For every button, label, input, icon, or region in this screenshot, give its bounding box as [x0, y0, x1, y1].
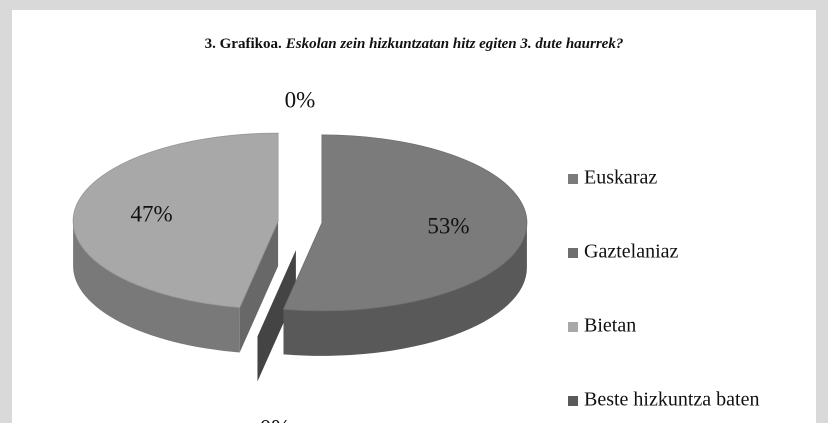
slice-side: [73, 221, 240, 353]
chart-title-line: 3. Grafikoa. Eskolan zein hizkuntzatan hi…: [205, 36, 624, 52]
legend-swatch: [568, 174, 578, 184]
legend-label: Beste hizkuntza baten: [584, 389, 760, 411]
legend-swatch: [568, 248, 578, 258]
legend-label: Bietan: [584, 315, 636, 337]
slice: [72, 132, 279, 308]
legend-label: Gaztelaniaz: [584, 241, 678, 263]
slice-wall: [239, 221, 279, 353]
chart-subtitle: Eskolan zein hizkuntzatan hitz egiten 3.…: [285, 36, 624, 52]
chart-title: 3. Grafikoa.: [205, 36, 282, 52]
legend-swatch: [568, 322, 578, 332]
data-label: 0%: [285, 87, 316, 112]
legend-swatch: [568, 396, 578, 406]
slice-wall: [257, 250, 296, 382]
data-label: 53%: [427, 213, 469, 238]
data-label: 0%: [260, 415, 291, 423]
slice: [282, 134, 528, 312]
slice-side: [283, 222, 527, 356]
legend-label: Euskaraz: [584, 167, 657, 189]
data-label: 47%: [130, 201, 172, 226]
